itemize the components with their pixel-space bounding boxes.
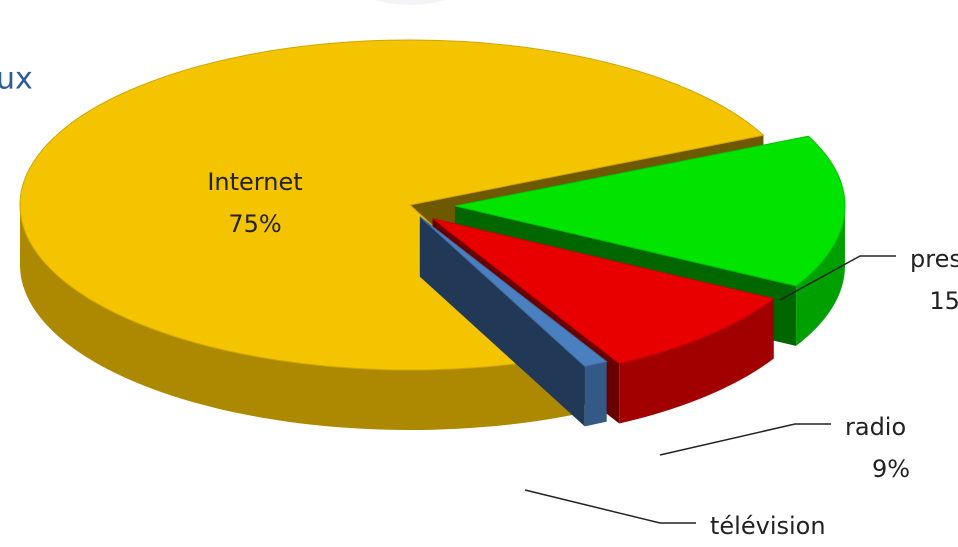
slice-wall	[419, 216, 585, 427]
category-label: presse	[910, 245, 958, 273]
slice-side	[619, 298, 774, 424]
slice-side	[796, 205, 845, 346]
pie-slice	[432, 218, 775, 365]
category-label: radio	[845, 413, 906, 441]
leader-line	[779, 255, 896, 301]
leader-line	[659, 423, 831, 456]
category-label: Internet	[207, 168, 302, 196]
value-label: 15%	[929, 287, 958, 315]
slice-side	[584, 361, 607, 427]
pie-slice	[454, 135, 846, 287]
pie-slice	[19, 39, 765, 371]
pie-slice	[419, 216, 608, 367]
slice-side	[20, 205, 575, 430]
leader-line	[524, 489, 696, 524]
category-label: télévision	[710, 512, 826, 540]
value-label: 75%	[228, 210, 281, 238]
background-shape	[375, 0, 445, 5]
chart-title: ux	[0, 62, 33, 97]
value-label: 9%	[872, 455, 910, 483]
